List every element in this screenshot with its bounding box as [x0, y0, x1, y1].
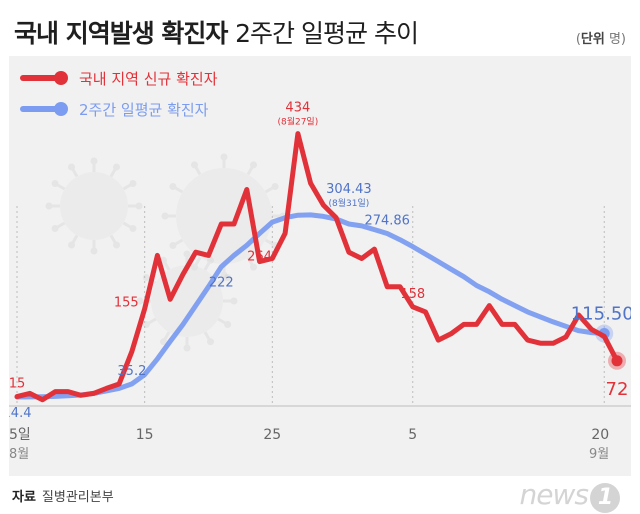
x-axis-ticks: 5일 8월 15 25 5 20 9월	[9, 427, 609, 462]
virus-shape	[45, 157, 143, 255]
data-label: 155	[114, 296, 139, 311]
data-label: 304.43	[326, 182, 372, 197]
chart-title: 국내 지역발생 확진자 2주간 일평균 추이	[14, 14, 419, 50]
daily-end-marker	[611, 355, 623, 367]
title-light: 2주간 일평균 추이	[235, 19, 419, 48]
average-line	[14, 212, 607, 400]
virus-shape	[136, 250, 238, 352]
x-tick-label: 5일	[9, 427, 31, 443]
x-tick-label: 15	[136, 427, 154, 443]
unit-note: (단위 명)	[575, 32, 626, 47]
virus-decoration	[45, 153, 287, 352]
data-label: 14.4	[9, 406, 31, 421]
brand-badge: 1	[590, 483, 620, 513]
brand-text: news	[519, 478, 589, 511]
unit-value: 명	[608, 32, 621, 47]
data-label: 274.86	[364, 213, 410, 228]
x-tick-sublabel: 8월	[9, 447, 29, 462]
legend: 국내 지역 신규 확진자 2주간 일평균 확진자	[20, 70, 218, 119]
brand-logo: news 1	[520, 478, 620, 513]
data-label: 158	[400, 287, 425, 302]
x-tick-label: 20	[591, 427, 609, 443]
legend-swatch-dot	[54, 71, 68, 85]
legend-label: 국내 지역 신규 확진자	[79, 70, 218, 88]
data-label: 434	[285, 101, 310, 116]
data-labels: 15 14.4 155 35.2 264 222 (8월27일)434 (8월31일)304.…	[9, 101, 631, 421]
data-label: 264	[247, 249, 272, 264]
data-label-date: (8월27일)	[277, 116, 318, 128]
source-value: 질병관리본부	[41, 490, 114, 505]
unit-label: 단위	[580, 32, 605, 47]
source-label: 자료	[12, 490, 36, 505]
line-chart: 1514.415535.2264222(8월27일)434(8월31일)304.…	[9, 70, 631, 462]
source-note: 자료 질병관리본부	[12, 486, 114, 505]
daily-cases-line	[14, 131, 620, 403]
data-label: 35.2	[117, 364, 146, 379]
x-tick-label: 25	[263, 427, 281, 443]
data-label: 222	[209, 276, 234, 291]
data-label-date: (8월31일)	[329, 197, 370, 209]
data-label: 115.50	[571, 304, 631, 325]
data-label: 72	[606, 379, 629, 400]
legend-swatch-dot	[54, 102, 68, 116]
chart-panel: 1514.415535.2264222(8월27일)434(8월31일)304.…	[9, 56, 631, 476]
title-bold: 국내 지역발생 확진자	[14, 19, 228, 48]
series-lines	[14, 131, 626, 403]
legend-label: 2주간 일평균 확진자	[79, 101, 209, 119]
x-tick-sublabel: 9월	[589, 447, 609, 462]
x-tick-label: 5	[408, 427, 417, 443]
data-label: 15	[9, 377, 25, 392]
